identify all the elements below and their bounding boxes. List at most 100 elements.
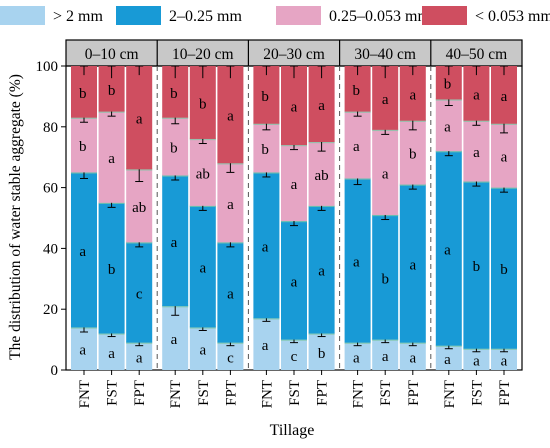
y-axis-label: The distribution of water stable aggrega… [7,74,24,360]
x-tick-label: FPT [132,380,148,406]
significance-letter: b [353,83,361,99]
bar-segment [71,117,97,173]
significance-letter: a [353,350,360,366]
legend: > 2 mm 2–0.25 mm 0.25–0.053 mm < 0.053 mm [0,6,550,25]
y-tick-label: 0 [51,363,59,379]
x-tick-label: FPT [497,380,513,406]
significance-letter: b [473,259,481,275]
significance-letter: a [473,353,480,369]
bar-segment [308,142,335,206]
significance-letter: b [108,83,116,99]
legend-label: 2–0.25 mm [169,8,242,25]
y-tick-label: 40 [43,241,58,257]
significance-letter: a [444,352,451,368]
bar-segment [435,345,462,370]
bar-segment [435,151,462,346]
bar-segment [491,187,517,349]
bar-segment [491,123,517,188]
panel-label: 0–10 cm [85,46,139,63]
bar-segment [372,214,399,340]
bar-segment [253,318,280,370]
x-tick-label: FST [105,380,121,406]
significance-letter: b [79,139,87,155]
bar-segment [308,205,335,334]
legend-swatch [422,6,467,25]
x-tick-label: FST [469,380,485,406]
x-tick-label: FST [378,380,394,406]
significance-letter: a [409,87,416,103]
significance-letter: b [199,96,207,112]
significance-letter: c [136,286,143,302]
x-tick-label: FNT [168,380,184,408]
bar-segment [253,123,280,173]
significance-letter: a [79,343,86,359]
panel-label: 30–40 cm [354,46,416,63]
significance-letter: a [382,92,389,108]
significance-letter: a [262,239,269,255]
significance-letter: a [501,353,508,369]
significance-letter: a [382,349,389,365]
panel-header-bar [65,39,523,67]
significance-letter: a [382,166,389,182]
significance-letter: a [227,109,234,125]
significance-letter: b [381,271,389,287]
x-tick-label: FST [287,380,303,406]
x-tick-label: FNT [442,380,458,408]
bar-segment [308,66,335,142]
bar-segment [463,181,490,349]
significance-letter: ab [132,200,146,216]
significance-letter: b [409,147,417,163]
significance-letter: a [501,150,508,166]
y-tick-label: 80 [43,120,58,136]
significance-letter: b [444,77,452,93]
significance-letter: b [170,141,178,157]
significance-letter: a [171,332,178,348]
legend-label: 0.25–0.053 mm [329,8,430,25]
significance-letter: ab [196,166,210,182]
panel-label: 10–20 cm [172,46,234,63]
legend-label: < 0.053 mm [475,8,550,25]
x-tick-label: FPT [315,380,331,406]
significance-letter: b [500,262,508,278]
panel-label: 20–30 cm [263,46,325,63]
significance-letter: a [108,151,115,167]
bar-segment [372,129,399,215]
x-tick-label: FNT [351,380,367,408]
bar-segment [98,333,125,370]
bar-segment [372,339,399,370]
bar-segment [399,184,426,343]
significance-letter: ab [315,168,329,184]
significance-letter: a [291,274,298,290]
bar-segment [126,242,153,343]
bar-segment [281,339,307,370]
bar-segment [281,145,307,222]
x-tick-label: FNT [259,380,275,408]
bar-segment [217,242,244,343]
significance-letter: b [79,86,87,102]
bar-segment [308,333,335,370]
significance-letter: a [353,139,360,155]
bar-segment [435,99,462,152]
bar-segment [281,66,307,146]
bar-segment [126,342,153,370]
significance-letter: a [473,87,480,103]
significance-letter: a [318,98,325,114]
significance-letter: a [171,235,178,251]
bar-segment [98,111,125,203]
bar-segment [399,342,426,370]
significance-letter: a [108,346,115,362]
bar-segment [281,221,307,340]
bar-segment [463,120,490,182]
significance-letter: b [318,346,326,362]
significance-letter: a [409,258,416,274]
bar-segment [162,175,189,307]
bar-segment [253,66,280,124]
panel-headers: 0–10 cm 10–20 cm 20–30 cm 30–40 cm 40–50 cm [65,39,523,67]
bar-segment [491,348,517,370]
bar-segment [253,172,280,319]
significance-letter: a [262,338,269,354]
bar-segment [189,138,216,206]
significance-letter: a [227,286,234,302]
x-tick-label: FST [196,380,212,406]
panel-label: 40–50 cm [446,46,508,63]
